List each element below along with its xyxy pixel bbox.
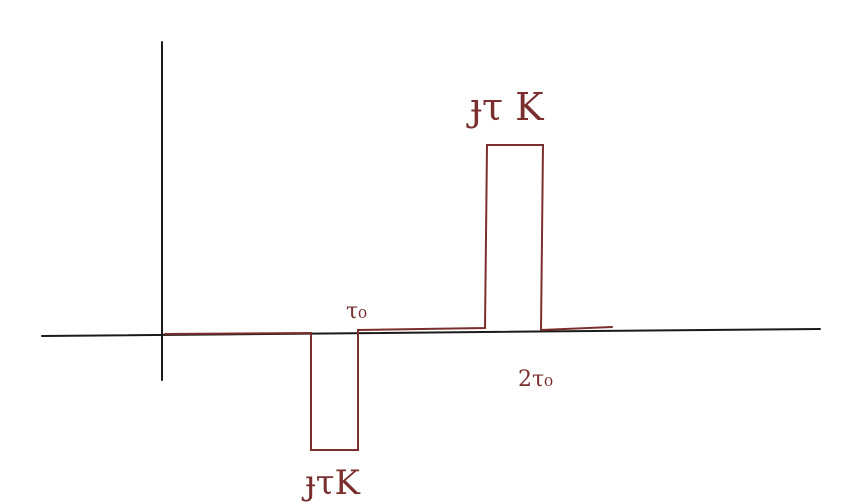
signal-waveform bbox=[164, 144, 613, 451]
x-axis bbox=[41, 328, 821, 337]
t0-label: τ₀ bbox=[346, 299, 367, 324]
top-pulse-label: ɟτ K bbox=[466, 85, 544, 129]
bottom-pulse-label: ɟτK bbox=[301, 463, 361, 503]
two-t0-label: 2τ₀ bbox=[518, 367, 553, 392]
